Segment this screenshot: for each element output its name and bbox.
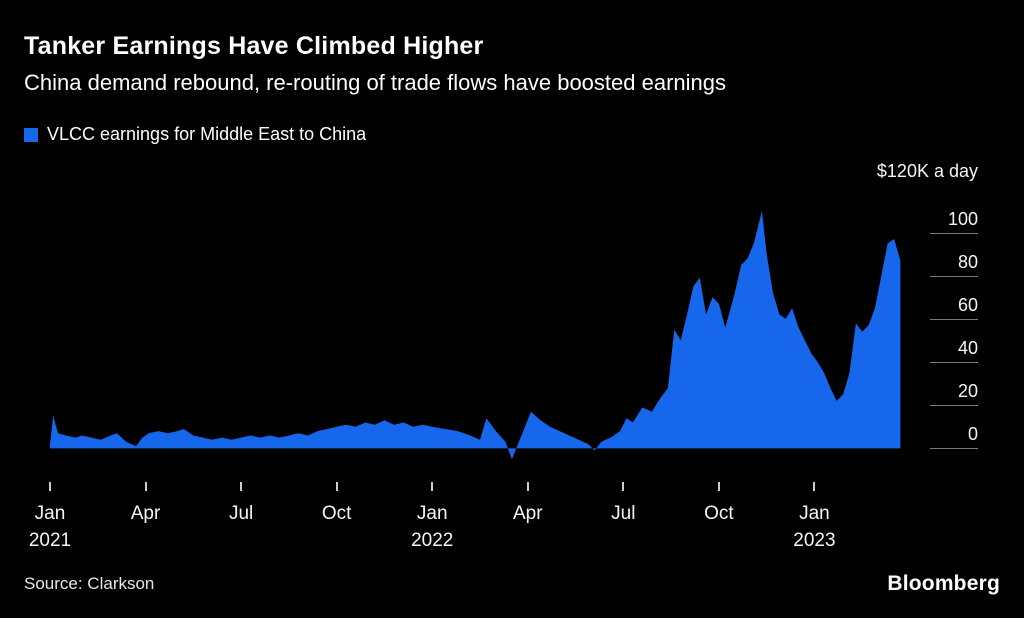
x-tick-label: Jul (181, 500, 301, 527)
y-axis-unit-label: $120K a day (876, 161, 978, 181)
y-gridline (930, 275, 978, 277)
legend-label: VLCC earnings for Middle East to China (47, 124, 367, 144)
x-tick-label-line: Apr (130, 503, 161, 524)
bloomberg-logo: Bloomberg (887, 572, 1000, 595)
x-tick-label: Jan 2023 (754, 500, 874, 554)
x-tick-label: Oct (277, 500, 397, 527)
y-gridline (930, 362, 978, 364)
x-tick-label: Jul (563, 500, 683, 527)
x-tick-label: Apr (86, 500, 206, 527)
chart-title: Tanker Earnings Have Climbed Higher (24, 32, 484, 60)
x-tick-label-line: Oct (704, 503, 734, 524)
x-tick-label-line: 2023 (793, 530, 836, 551)
x-tick-label: Apr (468, 500, 588, 527)
source-note: Source: Clarkson (24, 574, 155, 593)
x-tick-label-line: Jan (34, 503, 66, 524)
x-tick-mark (240, 482, 243, 491)
x-tick-label: Jan 2021 (0, 500, 110, 554)
x-tick-mark (526, 482, 529, 491)
x-tick-label-line: 2021 (28, 530, 72, 551)
y-tick-label: 60 (957, 294, 978, 315)
y-tick-label: 100 (947, 208, 978, 229)
x-tick-label-line: Jul (611, 503, 636, 524)
x-tick-label-line: 2022 (411, 530, 454, 551)
x-tick-mark (717, 482, 720, 491)
chart-subtitle: China demand rebound, re-routing of trad… (24, 70, 727, 95)
x-tick-mark (431, 482, 434, 491)
x-tick-label: Oct (659, 500, 779, 527)
x-tick-label-line: Apr (512, 503, 543, 524)
x-tick-label-line: Oct (321, 503, 352, 524)
legend-swatch-icon (24, 127, 38, 142)
x-tick-label-line: Jan (799, 503, 830, 524)
y-gridline (930, 318, 978, 320)
y-tick-label: 0 (967, 424, 978, 445)
y-tick-label: 40 (957, 338, 978, 359)
x-tick-label-line: Jul (228, 503, 254, 524)
y-gridline (930, 448, 978, 450)
y-tick-label: 80 (957, 251, 978, 272)
y-gridline (930, 232, 978, 234)
x-tick-label: Jan 2022 (372, 500, 492, 554)
legend: VLCC earnings for Middle East to China (24, 124, 366, 145)
x-tick-mark (813, 482, 816, 491)
x-tick-mark (335, 482, 338, 491)
y-tick-label: 20 (957, 381, 978, 402)
x-tick-mark (622, 482, 625, 491)
x-tick-mark (49, 482, 51, 491)
earnings-area-series (50, 210, 901, 460)
x-tick-mark (144, 482, 147, 491)
x-tick-label-line: Jan (416, 503, 448, 524)
y-gridline (930, 405, 978, 407)
earnings-area-chart (50, 210, 901, 460)
